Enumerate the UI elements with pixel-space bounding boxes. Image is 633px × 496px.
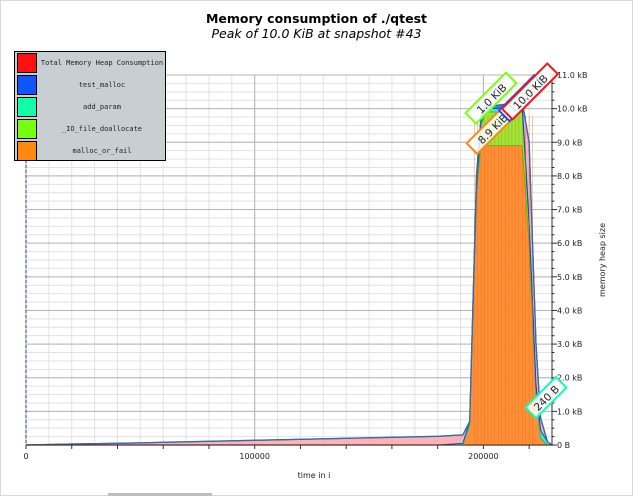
legend-swatch-io-file-doallocate bbox=[17, 119, 37, 139]
legend-label-test-malloc: test_malloc bbox=[78, 81, 126, 89]
annotation-box bbox=[524, 375, 568, 420]
y-tick-label: 8.0 kB bbox=[557, 172, 582, 181]
y-tick-label: 3.0 kB bbox=[557, 340, 582, 349]
y-tick-label: 6.0 kB bbox=[557, 239, 582, 248]
legend-item-add-param: add_param bbox=[15, 96, 165, 118]
legend-swatch-total bbox=[17, 53, 37, 73]
y-tick-label: 5.0 kB bbox=[557, 273, 582, 282]
y-tick-label: 9.0 kB bbox=[557, 138, 582, 147]
legend-item-malloc-or-fail: malloc_or_fail bbox=[15, 140, 165, 162]
chart-title: Memory consumption of ./qtest bbox=[205, 11, 427, 26]
annotation-box bbox=[464, 71, 518, 126]
legend-item-io-file-doallocate: _IO_file_doallocate bbox=[15, 118, 165, 140]
x-tick-label: 0 bbox=[23, 452, 28, 461]
y-tick-label: 1.0 kB bbox=[557, 407, 582, 416]
legend-label-total: Total Memory Heap Consumption bbox=[40, 59, 164, 67]
line-total-memory bbox=[25, 101, 553, 446]
annotation-box bbox=[500, 62, 560, 121]
y-tick-label: 2.0 kB bbox=[557, 374, 582, 383]
x-tick-label: 200000 bbox=[468, 452, 499, 461]
x-axis-label: time in i bbox=[298, 471, 331, 480]
legend-label-add-param: add_param bbox=[83, 103, 121, 111]
legend-swatch-malloc-or-fail bbox=[17, 141, 37, 161]
y-tick-label: 0 B bbox=[557, 441, 570, 450]
legend-label-malloc-or-fail: malloc_or_fail bbox=[72, 147, 132, 155]
y-axis-label: memory heap size bbox=[598, 223, 607, 297]
chart-legend: Total Memory Heap Consumption test_mallo… bbox=[14, 51, 166, 161]
y-tick-label: 10.0 kB bbox=[557, 105, 587, 114]
horizontal-scrollbar[interactable] bbox=[108, 493, 212, 496]
x-tick-label: 100000 bbox=[239, 452, 270, 461]
y-tick-label: 11.0 kB bbox=[557, 71, 587, 80]
chart-subtitle: Peak of 10.0 KiB at snapshot #43 bbox=[211, 26, 422, 41]
legend-swatch-test-malloc bbox=[17, 75, 37, 95]
y-tick-label: 7.0 kB bbox=[557, 206, 582, 215]
legend-swatch-add-param bbox=[17, 97, 37, 117]
legend-item-total: Total Memory Heap Consumption bbox=[15, 52, 165, 74]
legend-item-test-malloc: test_malloc bbox=[15, 74, 165, 96]
legend-label-io-file-doallocate: _IO_file_doallocate bbox=[61, 125, 143, 133]
y-tick-label: 4.0 kB bbox=[557, 306, 582, 315]
